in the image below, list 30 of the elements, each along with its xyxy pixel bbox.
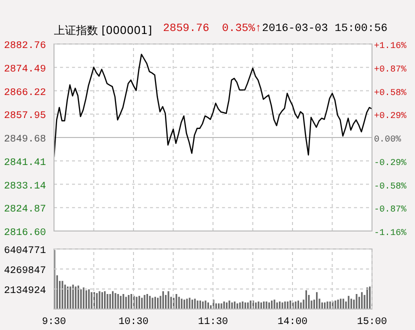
x-tick-label: 10:30 xyxy=(118,317,149,328)
y-tick-label: 2882.76 xyxy=(4,41,46,52)
y-tick-label: 2874.49 xyxy=(4,64,46,76)
text: 0.35%↑ xyxy=(222,23,262,35)
x-tick-label: 9:30 xyxy=(42,317,66,328)
y-tick-label: 6404771 xyxy=(4,246,46,257)
chart-title: 上证指数 [000001] xyxy=(54,23,152,38)
y-tick-label: 2857.95 xyxy=(4,111,46,122)
y-tick-label: 2849.68 xyxy=(4,134,46,146)
text: 2016-03-03 15:00:56 xyxy=(262,23,388,35)
y-tick-label: 4269847 xyxy=(4,266,46,277)
y-tick-label: 2841.41 xyxy=(4,158,46,169)
y-tick-label: 2824.87 xyxy=(4,204,46,216)
y-tick-label: 2816.60 xyxy=(4,228,46,239)
y2-tick-label: +1.16% xyxy=(374,41,408,51)
y2-tick-label: +0.58% xyxy=(374,88,408,98)
y2-tick-label: 0.00% xyxy=(374,134,402,144)
y-tick-label: 2833.14 xyxy=(4,181,46,192)
y2-tick-label: +0.29% xyxy=(374,111,408,122)
y2-tick-label: -0.87% xyxy=(374,204,408,215)
y2-tick-label: -1.16% xyxy=(374,228,408,238)
x-tick-label: 11:30 xyxy=(198,317,228,328)
x-tick-label: 15:00 xyxy=(356,317,388,328)
y2-tick-label: -0.58% xyxy=(374,181,408,192)
y2-tick-label: +0.87% xyxy=(374,64,408,74)
x-tick-label: 14:00 xyxy=(277,317,308,328)
text: 2859.76 xyxy=(163,23,210,35)
y-tick-label: 2866.22 xyxy=(4,88,46,99)
y-tick-label: 2134924 xyxy=(4,286,46,297)
y2-tick-label: -0.29% xyxy=(374,158,408,168)
